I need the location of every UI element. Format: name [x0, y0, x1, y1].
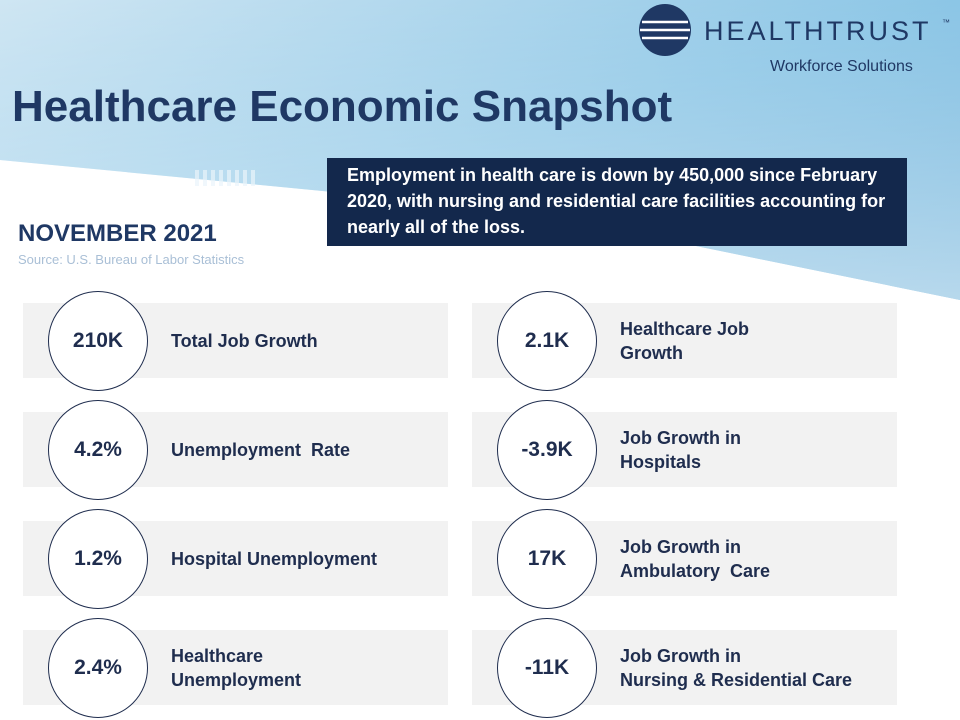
card-label: Job Growth in Hospitals [620, 412, 741, 487]
card-label: Unemployment Rate [171, 412, 350, 487]
card-label: Hospital Unemployment [171, 521, 377, 596]
card-value: 2.4% [74, 656, 122, 679]
card-value: 1.2% [74, 547, 122, 570]
card-value: 210K [72, 329, 124, 352]
value-circle: -11K [497, 618, 597, 718]
title: Healthcare Economic Snapshot [12, 82, 673, 131]
card-label-line: Hospital Unemployment [171, 548, 378, 569]
card-value: 4.2% [74, 438, 122, 461]
card-label: Total Job Growth [171, 303, 318, 378]
logo-subtitle: Workforce Solutions [770, 58, 913, 75]
card-label: Healthcare Job Growth [620, 303, 749, 378]
callout: Employment in health care is down by 450… [327, 158, 907, 246]
card-label-line: Unemployment [171, 669, 302, 690]
card-label-line: Healthcare [171, 645, 264, 666]
logo-name: HEALTHTRUST [704, 16, 932, 46]
card-label-line: Unemployment Rate [171, 439, 351, 460]
card-label-line: Hospitals [620, 451, 702, 472]
card-label-line: Nursing & Residential Care [620, 669, 853, 690]
card-label: Healthcare Unemployment [171, 630, 301, 705]
value-circle: 2.1K [497, 291, 597, 391]
card-value: -11K [524, 656, 570, 679]
card-label-line: Job Growth in [620, 427, 741, 448]
card-value: 2.1K [524, 329, 570, 352]
value-circle: 2.4% [48, 618, 148, 718]
card-label-line: Job Growth in [620, 536, 741, 557]
value-circle: 4.2% [48, 400, 148, 500]
card-label: Job Growth in Nursing & Residential Care [620, 630, 852, 705]
date: NOVEMBER 2021 [18, 220, 217, 247]
card-label-line: Ambulatory Care [620, 560, 771, 581]
value-circle: 1.2% [48, 509, 148, 609]
value-circle: 210K [48, 291, 148, 391]
card-value: 17K [527, 547, 567, 570]
value-circle: -3.9K [497, 400, 597, 500]
card-label-line: Job Growth in [620, 645, 741, 666]
card-value: -3.9K [521, 438, 573, 461]
logo-trademark: ™ [942, 18, 950, 27]
card-label-line: Healthcare Job [620, 318, 750, 339]
card-label: Job Growth in Ambulatory Care [620, 521, 770, 596]
value-circle: 17K [497, 509, 597, 609]
card-label-line: Growth [620, 342, 683, 363]
card-label-line: Total Job Growth [171, 330, 318, 351]
source: Source: U.S. Bureau of Labor Statistics [18, 252, 245, 267]
